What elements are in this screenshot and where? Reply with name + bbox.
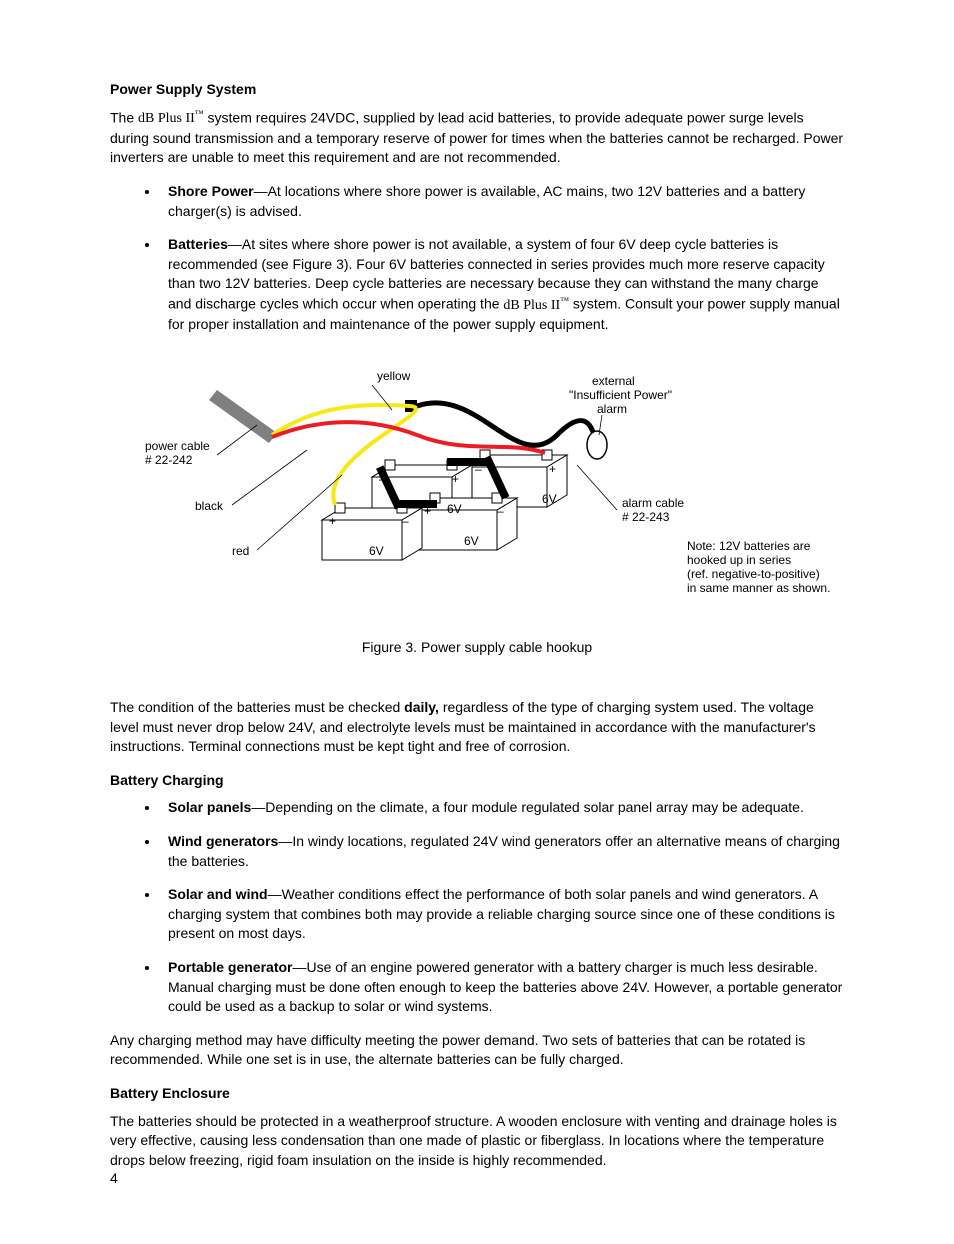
- label-external-alarm-1: external: [592, 374, 635, 388]
- svg-text:+: +: [549, 462, 556, 476]
- label-power-cable-2: # 22-242: [145, 453, 193, 467]
- label-note-1: Note: 12V batteries are: [687, 539, 811, 553]
- label-black: black: [195, 499, 224, 513]
- label-alarm-cable-2: # 22-243: [622, 510, 670, 524]
- svg-text:–: –: [497, 504, 504, 518]
- brand-tm: ™: [560, 295, 569, 305]
- list-item: Batteries—At sites where shore power is …: [160, 235, 844, 335]
- svg-text:–: –: [379, 472, 386, 486]
- label-external-alarm-3: alarm: [597, 402, 627, 416]
- brand-text: dB Plus II: [503, 298, 560, 313]
- svg-text:+: +: [424, 504, 431, 518]
- brand-tm: ™: [195, 109, 204, 119]
- bullet-label: Batteries: [168, 236, 228, 252]
- para2-pre: The condition of the batteries must be c…: [110, 699, 404, 715]
- brand-name: dB Plus II™: [503, 298, 569, 313]
- battery-group: [322, 455, 567, 560]
- heading-power-supply: Power Supply System: [110, 80, 844, 100]
- para2-bold: daily,: [404, 699, 439, 715]
- intro-paragraph: The dB Plus II™ system requires 24VDC, s…: [110, 108, 844, 168]
- bullet-label: Shore Power: [168, 183, 254, 199]
- red-wire: [272, 422, 545, 453]
- battery-voltage: 6V: [447, 502, 462, 516]
- label-note-4: in same manner as shown.: [687, 581, 830, 595]
- svg-text:–: –: [475, 462, 482, 476]
- label-power-cable-1: power cable: [145, 439, 210, 453]
- label-note-2: hooked up in series: [687, 553, 791, 567]
- charging-closing: Any charging method may have difficulty …: [110, 1031, 844, 1070]
- svg-text:+: +: [452, 472, 459, 486]
- battery-voltage: 6V: [464, 534, 479, 548]
- black-wire: [417, 403, 595, 446]
- bullet-text: —Depending on the climate, a four module…: [251, 799, 804, 815]
- intro-pre: The: [110, 109, 138, 125]
- brand-name: dB Plus II™: [138, 111, 204, 126]
- bullet-label: Wind generators: [168, 833, 278, 849]
- label-red: red: [232, 544, 249, 558]
- page-number: 4: [110, 1169, 118, 1189]
- battery-voltage: 6V: [369, 544, 384, 558]
- svg-text:–: –: [402, 514, 409, 528]
- heading-battery-charging: Battery Charging: [110, 771, 844, 791]
- brand-text: dB Plus II: [138, 111, 195, 126]
- bullet-text: —Weather conditions effect the performan…: [168, 886, 835, 941]
- bullet-label: Portable generator: [168, 959, 292, 975]
- list-item: Solar and wind—Weather conditions effect…: [160, 885, 844, 944]
- svg-text:+: +: [329, 514, 336, 528]
- list-item: Shore Power—At locations where shore pow…: [160, 182, 844, 221]
- figure-3: –+ –+ +– +– 6V 6V 6V 6V yellow external …: [110, 355, 844, 658]
- list-item: Solar panels—Depending on the climate, a…: [160, 798, 844, 818]
- list-item: Wind generators—In windy locations, regu…: [160, 832, 844, 871]
- battery-check-paragraph: The condition of the batteries must be c…: [110, 698, 844, 757]
- list-item: Portable generator—Use of an engine powe…: [160, 958, 844, 1017]
- heading-battery-enclosure: Battery Enclosure: [110, 1084, 844, 1104]
- charging-bullets: Solar panels—Depending on the climate, a…: [110, 798, 844, 1016]
- label-note-3: (ref. negative-to-positive): [687, 567, 820, 581]
- label-external-alarm-2: "Insufficient Power": [569, 388, 672, 402]
- bullet-label: Solar and wind: [168, 886, 268, 902]
- battery-voltage: 6V: [542, 492, 557, 506]
- alarm-icon: [587, 431, 607, 459]
- power-supply-bullets: Shore Power—At locations where shore pow…: [110, 182, 844, 335]
- bullet-text: —At locations where shore power is avail…: [168, 183, 805, 219]
- label-alarm-cable-1: alarm cable: [622, 496, 684, 510]
- figure-caption: Figure 3. Power supply cable hookup: [110, 638, 844, 658]
- figure-svg: –+ –+ +– +– 6V 6V 6V 6V yellow external …: [117, 355, 837, 615]
- enclosure-paragraph: The batteries should be protected in a w…: [110, 1112, 844, 1171]
- intro-post: system requires 24VDC, supplied by lead …: [110, 109, 843, 165]
- label-yellow: yellow: [377, 369, 411, 383]
- bullet-label: Solar panels: [168, 799, 251, 815]
